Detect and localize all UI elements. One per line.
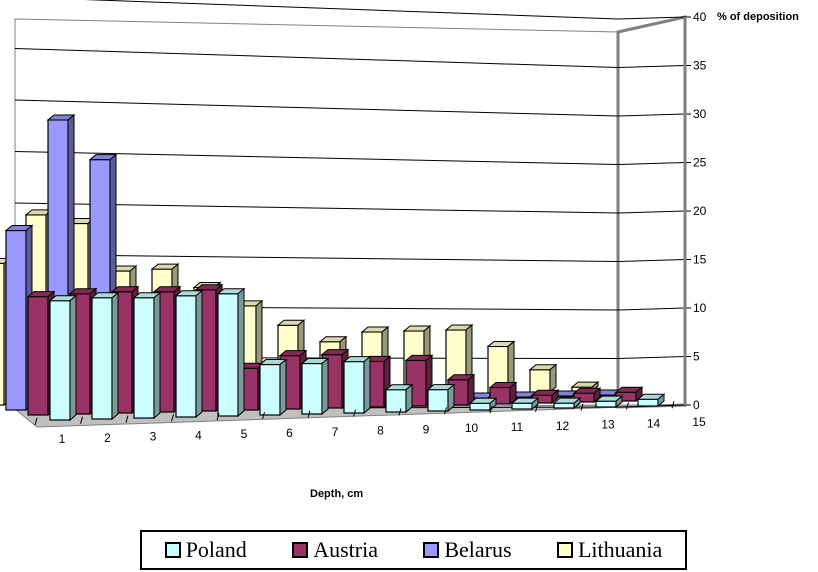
x-tick-labels: 1 2 3 4 5 6 7 8 9 10 11 12 13 14 15	[34, 401, 706, 446]
bar-austria-14	[572, 387, 602, 404]
x-tick	[489, 405, 493, 414]
bars	[0, 113, 666, 422]
x-axis-title: Depth, cm	[310, 488, 363, 500]
legend-swatch	[164, 542, 181, 558]
bar-lithuania-13	[486, 340, 516, 395]
bar-austria-15	[614, 386, 644, 403]
gridline-side	[617, 356, 686, 359]
y-tick-label: 5	[693, 350, 700, 364]
bar-poland-4	[174, 289, 204, 419]
x-tick	[34, 417, 38, 426]
x-tick-label: 9	[423, 422, 430, 436]
bar-poland-6	[258, 358, 288, 417]
bar-poland-5	[216, 287, 246, 418]
gridline-side	[617, 307, 686, 311]
x-tick	[353, 409, 356, 417]
bar-poland-11	[468, 397, 498, 412]
gridline	[83, 0, 619, 20]
x-tick-label: 5	[241, 427, 248, 441]
x-tick	[262, 411, 265, 420]
bar-poland-8	[342, 355, 372, 415]
x-tick	[307, 410, 311, 418]
gridline	[14, 48, 619, 68]
gridline-side	[617, 259, 686, 262]
bar-poland-3	[132, 291, 162, 420]
gridline-side	[617, 65, 686, 68]
x-tick	[80, 416, 83, 424]
x-tick-label: 6	[286, 426, 293, 440]
bar-poland-1	[48, 294, 78, 422]
legend-item-belarus: Belarus	[423, 537, 512, 563]
y-tick-label: 10	[693, 301, 707, 315]
y-tick-label: 0	[693, 398, 700, 412]
gridline-side	[617, 16, 686, 20]
x-tick	[216, 413, 220, 421]
y-axis-title: % of deposition	[717, 11, 799, 23]
bar-poland-15	[636, 393, 666, 408]
y-tick-labels: 0 5 10 15 20 25 30 35 40	[693, 10, 707, 412]
x-tick-label: 1	[59, 432, 66, 446]
x-tick-label: 14	[647, 416, 661, 430]
x-tick-label: 7	[332, 425, 339, 439]
x-tick	[626, 402, 629, 410]
legend-label: Austria	[313, 537, 378, 562]
legend-label: Poland	[185, 537, 247, 562]
x-tick-label: 15	[692, 415, 706, 429]
gridline-side	[617, 113, 686, 117]
y-tick-label: 40	[693, 10, 707, 24]
x-tick-label: 3	[150, 430, 157, 444]
legend-item-austria: Austria	[292, 537, 378, 563]
bar-poland-14	[594, 395, 624, 409]
legend-label: Lithuania	[577, 537, 663, 562]
x-tick	[671, 401, 675, 409]
legend: Poland Austria Belarus Lithuania	[140, 530, 687, 570]
bar-poland-7	[300, 357, 330, 416]
y-tick-label: 30	[693, 107, 707, 121]
gridline	[14, 151, 619, 165]
bar-austria-13	[530, 389, 560, 405]
x-tick-label: 8	[377, 424, 384, 438]
x-tick-label: 2	[104, 431, 111, 445]
y-tick-label: 20	[693, 204, 707, 218]
bar-poland-12	[510, 397, 540, 411]
x-tick-label: 10	[465, 421, 479, 435]
y-tick-label: 15	[693, 253, 707, 267]
x-tick	[125, 415, 129, 423]
bar-poland-9	[384, 383, 414, 414]
x-tick-label: 11	[511, 420, 524, 434]
legend-swatch	[292, 542, 309, 558]
x-tick-label: 13	[601, 418, 615, 432]
x-tick-label: 4	[195, 428, 202, 442]
x-tick-label: 12	[556, 419, 570, 433]
bar-poland-2	[90, 291, 120, 421]
x-tick	[535, 404, 538, 412]
x-tick	[580, 403, 584, 411]
bar-lithuania-14	[528, 363, 558, 394]
legend-swatch	[556, 542, 573, 558]
gridline-side	[617, 210, 686, 214]
legend-swatch	[423, 542, 440, 558]
legend-label: Belarus	[444, 537, 512, 562]
x-tick	[444, 407, 447, 415]
legend-item-lithuania: Lithuania	[556, 537, 663, 563]
y-tick-label: 35	[693, 59, 707, 73]
bar-poland-10	[426, 383, 456, 413]
x-tick	[398, 408, 402, 416]
legend-item-poland: Poland	[164, 537, 247, 563]
gridline-side	[617, 162, 686, 165]
y-tick-label: 25	[693, 156, 707, 170]
gridline	[14, 99, 619, 117]
bar-poland-13	[552, 397, 582, 410]
x-tick	[171, 414, 174, 422]
